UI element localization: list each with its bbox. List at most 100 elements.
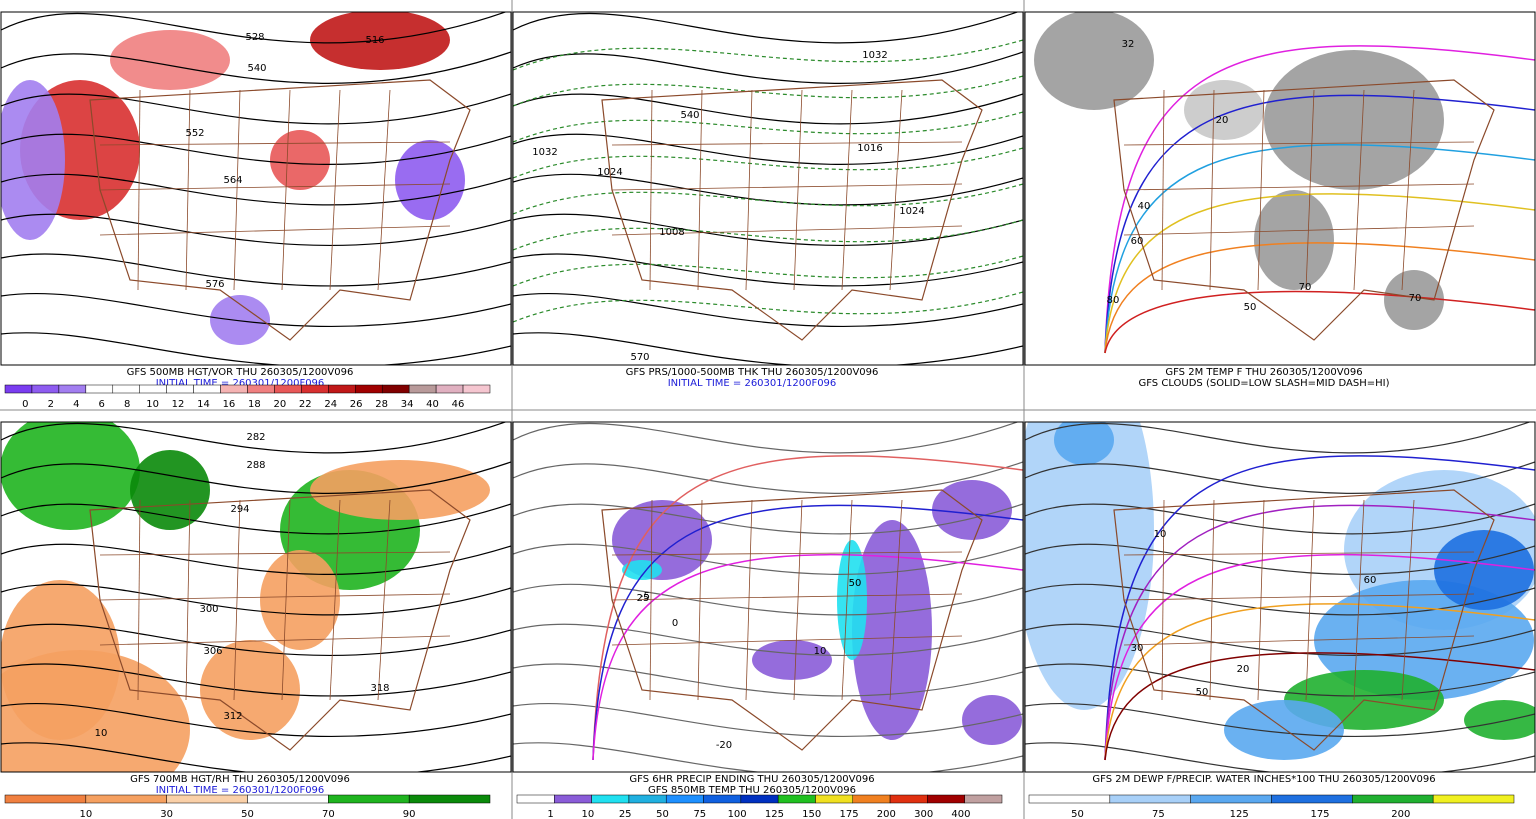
isotherm (1104, 603, 1535, 761)
forecast-panel: 32 20 40 50 60 70 70 80 GFS 2M TEMP F THU 260305… (1024, 11, 1536, 389)
boundary (611, 183, 963, 191)
boundary (841, 499, 853, 701)
shaded-area (932, 480, 1012, 540)
colorbar-label: 34 (401, 399, 414, 410)
contour-line (513, 583, 1023, 616)
contour-line (513, 12, 1019, 44)
contour-label: 70 (1299, 282, 1312, 293)
boundary (1123, 183, 1475, 191)
colorbar-label: 150 (802, 809, 821, 819)
isotherm (1104, 45, 1535, 354)
colorbar-swatch (328, 794, 410, 804)
contour-line (513, 623, 1023, 656)
boundary (377, 499, 391, 701)
contour-line (513, 51, 1023, 84)
colorbar-swatch (408, 384, 437, 394)
contour-label: 10 (1154, 529, 1167, 540)
map: -20 0 -525 50 10 (513, 422, 1023, 772)
boundary (99, 183, 451, 191)
colorbar-label: 125 (765, 809, 784, 819)
contour-line (1025, 623, 1535, 656)
boundary (649, 89, 653, 291)
shaded-area (1434, 530, 1534, 610)
contour-label: 570 (630, 352, 649, 363)
contour-line (513, 742, 1023, 772)
boundary (1305, 89, 1315, 291)
colorbar-label: 10 (582, 809, 595, 819)
boundary (1113, 489, 1495, 751)
caption: GFS 500MB HGT/VOR THU 260305/1200V096 (127, 367, 354, 378)
colorbar-swatch (166, 384, 194, 394)
shaded-area (1025, 422, 1154, 710)
contour-label: 1032 (862, 50, 887, 61)
boundary (1305, 499, 1315, 701)
colorbar-label: 25 (619, 809, 632, 819)
contour-line (1, 173, 511, 206)
contour-line (1025, 663, 1535, 697)
contour-line (1, 583, 511, 616)
boundary (1257, 499, 1265, 701)
map-frame (512, 421, 1024, 773)
colorbar-label: 40 (426, 399, 439, 410)
boundary (1123, 593, 1475, 601)
contour-line (513, 543, 1023, 575)
boundary (99, 225, 451, 236)
shaded-area (1034, 12, 1154, 110)
colorbar-swatch (220, 384, 248, 394)
boundary (611, 551, 963, 556)
colorbar-swatch (247, 794, 329, 804)
boundary (1209, 499, 1215, 701)
colorbar-swatch (408, 794, 491, 804)
contour-line (1, 663, 511, 697)
contour-label: 70 (1409, 293, 1422, 304)
boundary (99, 635, 451, 646)
contour-label: 25 (637, 593, 650, 604)
boundary (233, 89, 241, 291)
colorbar-label: 22 (299, 399, 312, 410)
map-frame (1024, 11, 1536, 366)
boundary (137, 89, 141, 291)
boundary (1123, 141, 1475, 146)
contour-line (513, 253, 1023, 287)
colorbar-label: 20 (273, 399, 286, 410)
boundary (611, 593, 963, 601)
colorbar-swatch (85, 794, 167, 804)
boundary (1257, 89, 1265, 291)
shaded-area (1, 422, 140, 530)
contour-line (513, 133, 1023, 165)
colorbar-swatch (516, 794, 555, 804)
boundary (793, 499, 803, 701)
boundary (611, 635, 963, 646)
boundary (611, 141, 963, 146)
contour-label: 80 (1107, 295, 1120, 306)
isotherm (1104, 652, 1535, 761)
contour-label: 282 (246, 432, 265, 443)
colorbar-label: 26 (350, 399, 363, 410)
shaded-area (852, 520, 932, 740)
contour-line (1025, 422, 1531, 454)
thickness-line (513, 183, 1023, 215)
boundary (281, 499, 291, 701)
boundary (99, 593, 451, 601)
contour-line (1, 93, 511, 125)
colorbar-label: 14 (197, 399, 210, 410)
contour-line (1025, 742, 1535, 772)
contour-label: 32 (1122, 39, 1135, 50)
colorbar-swatch (139, 384, 167, 394)
colorbar-swatch (1432, 794, 1515, 804)
isotherm (1104, 94, 1535, 354)
isotherm (1104, 193, 1535, 354)
isotherm (1104, 504, 1535, 761)
colorbar-swatch (777, 794, 816, 804)
thickness-line (513, 147, 1023, 179)
colorbar-label: 400 (951, 809, 970, 819)
shaded-area (1264, 50, 1444, 190)
map: 516 528 540 552 564 576 (1, 12, 511, 365)
isotherm (592, 455, 1023, 761)
boundary (1161, 89, 1165, 291)
shaded-area (130, 450, 210, 530)
boundary (99, 551, 451, 556)
contour-line (1, 461, 511, 494)
colorbar-label: 75 (1152, 809, 1165, 819)
